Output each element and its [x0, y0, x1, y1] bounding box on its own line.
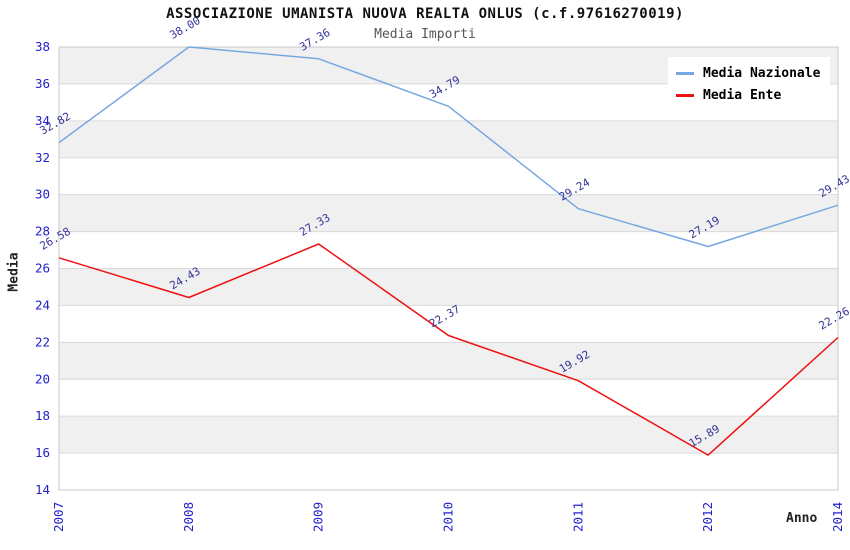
series-line-0	[58, 46, 839, 248]
x-tick-label: 2009	[311, 502, 326, 532]
legend: Media Nazionale Media Ente	[668, 57, 831, 113]
series-line-1	[58, 243, 839, 456]
value-label: 22.37	[427, 303, 462, 331]
y-tick-label: 32	[35, 150, 50, 165]
y-tick-label: 14	[35, 482, 50, 497]
chart-subtitle: Media Importi	[374, 27, 476, 42]
y-tick-label: 30	[35, 187, 50, 202]
value-label: 38.00	[167, 14, 202, 42]
x-tick-label: 2010	[441, 502, 456, 532]
y-tick-label: 18	[35, 408, 50, 423]
legend-line-swatch-icon	[676, 93, 694, 97]
x-tick-label: 2007	[51, 502, 66, 532]
y-tick-label: 22	[35, 334, 50, 349]
y-tick-label: 26	[35, 261, 50, 276]
legend-item-media-ente: Media Ente	[676, 84, 820, 106]
background-band	[59, 120, 838, 158]
plot-frame	[58, 46, 839, 491]
y-tick-label: 34	[35, 113, 50, 128]
y-tick-label: 16	[35, 445, 50, 460]
x-tick-label: 2014	[830, 502, 845, 532]
legend-item-media-nazionale: Media Nazionale	[676, 62, 820, 84]
x-tick-label: 2012	[700, 502, 715, 532]
y-tick-label: 24	[35, 297, 50, 312]
y-tick-label: 38	[35, 39, 50, 54]
y-tick-label: 20	[35, 371, 50, 386]
legend-label: Media Ente	[703, 87, 782, 103]
background-band	[59, 268, 838, 306]
y-tick-label: 28	[35, 224, 50, 239]
background-band	[59, 416, 838, 454]
y-axis-title: Media	[6, 252, 22, 292]
value-label: 22.26	[817, 305, 850, 333]
x-tick-label: 2008	[181, 502, 196, 532]
x-tick-label: 2011	[570, 502, 585, 532]
y-tick-label: 36	[35, 76, 50, 91]
chart-title: ASSOCIAZIONE UMANISTA NUOVA REALTA ONLUS…	[166, 6, 684, 22]
legend-label: Media Nazionale	[703, 65, 821, 81]
background-band	[59, 194, 838, 232]
legend-line-swatch-icon	[676, 71, 694, 75]
background-band	[59, 342, 838, 380]
x-axis-title: Anno	[786, 511, 818, 526]
